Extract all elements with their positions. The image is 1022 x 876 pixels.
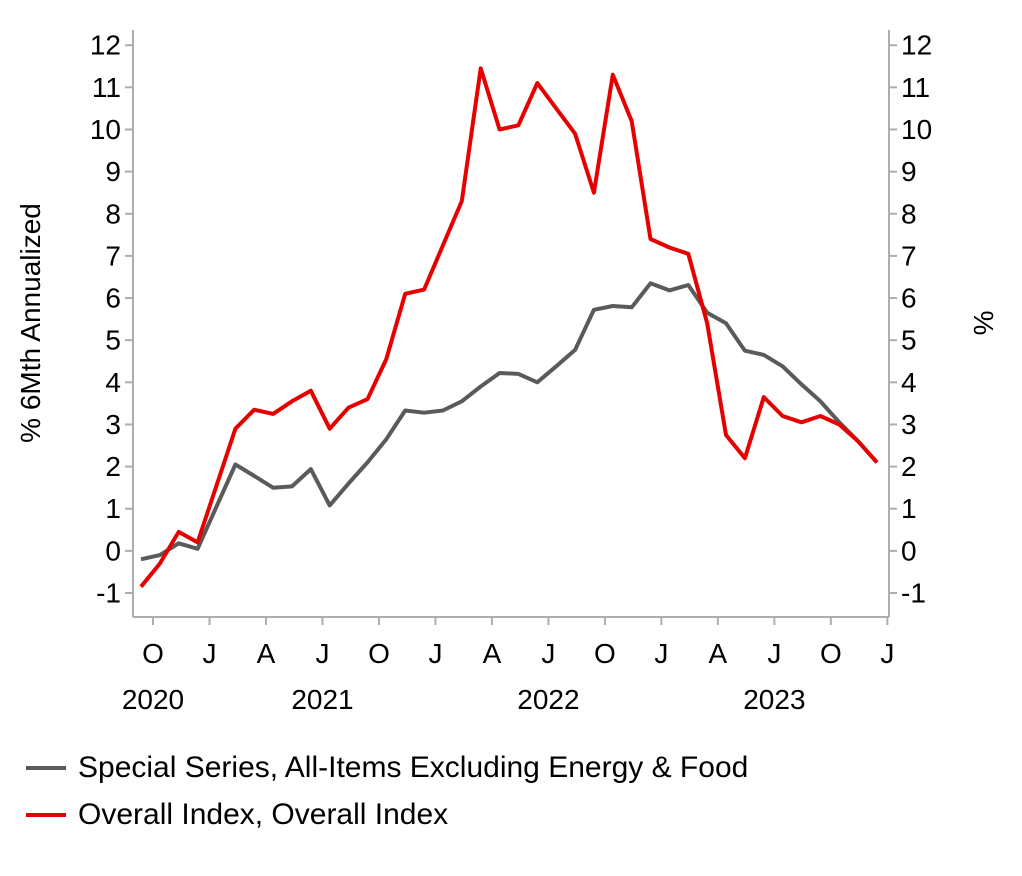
y-tick-label-left: 12 [90,30,121,61]
y-tick-label-left: -1 [96,578,121,609]
y-tick-label-right: 7 [901,240,917,271]
y-tick-label-left: 5 [105,325,121,356]
y-tick-label-right: 0 [901,535,917,566]
x-tick-label: O [368,638,390,669]
y-tick-label-right: 5 [901,325,917,356]
x-tick-label: A [483,638,502,669]
y-tick-label-left: 6 [105,283,121,314]
legend-label-overall-index: Overall Index, Overall Index [78,798,449,831]
x-tick-label: J [202,638,216,669]
x-tick-label: J [428,638,442,669]
x-tick-label: O [142,638,164,669]
x-tick-label: J [654,638,668,669]
x-tick-label: J [315,638,329,669]
series-line-overall-index [139,66,879,588]
y-tick-label-left: 8 [105,198,121,229]
y-tick-label-right: 9 [901,156,917,187]
legend-key-line-gray [26,766,66,770]
y-tick-label-right: -1 [901,578,926,609]
x-tick-label: J [541,638,555,669]
y-tick-label-left: 3 [105,409,121,440]
y-tick-label-right: 4 [901,367,917,398]
y-tick-label-left: 4 [105,367,121,398]
year-label: 2021 [291,684,353,715]
y-tick-label-right: 12 [901,30,932,61]
y-tick-label-left: 1 [105,493,121,524]
y-tick-label-left: 11 [92,72,121,103]
x-tick-label: O [820,638,842,669]
y-tick-label-right: 11 [901,72,930,103]
chart-legend: Special Series, All-Items Excluding Ener… [26,750,748,833]
y-tick-label-left: 0 [105,535,121,566]
x-tick-label: O [594,638,616,669]
y-tick-label-right: 2 [901,451,917,482]
y-tick-label-right: 3 [901,409,917,440]
y-axis-title-right: % [968,311,999,336]
legend-key-line-red [26,813,66,817]
year-label: 2022 [517,684,579,715]
y-tick-label-left: 7 [105,240,121,271]
series-line-special-series [140,281,879,562]
y-tick-label-right: 6 [901,283,917,314]
x-tick-label: A [709,638,728,669]
y-axis-title-left: % 6Mth Annualized [15,203,46,443]
legend-item-overall-index: Overall Index, Overall Index [26,797,748,833]
y-tick-label-right: 8 [901,198,917,229]
legend-item-special-series: Special Series, All-Items Excluding Ener… [26,750,748,786]
legend-label-special-series: Special Series, All-Items Excluding Ener… [78,751,749,784]
y-tick-label-left: 10 [90,114,121,145]
year-label: 2023 [743,684,805,715]
year-label: 2020 [122,684,184,715]
y-tick-label-left: 2 [105,451,121,482]
x-tick-label: J [880,638,894,669]
x-tick-label: J [767,638,781,669]
x-tick-label: A [257,638,276,669]
y-tick-label-left: 9 [105,156,121,187]
y-tick-label-right: 10 [901,114,932,145]
y-tick-label-right: 1 [901,493,917,524]
